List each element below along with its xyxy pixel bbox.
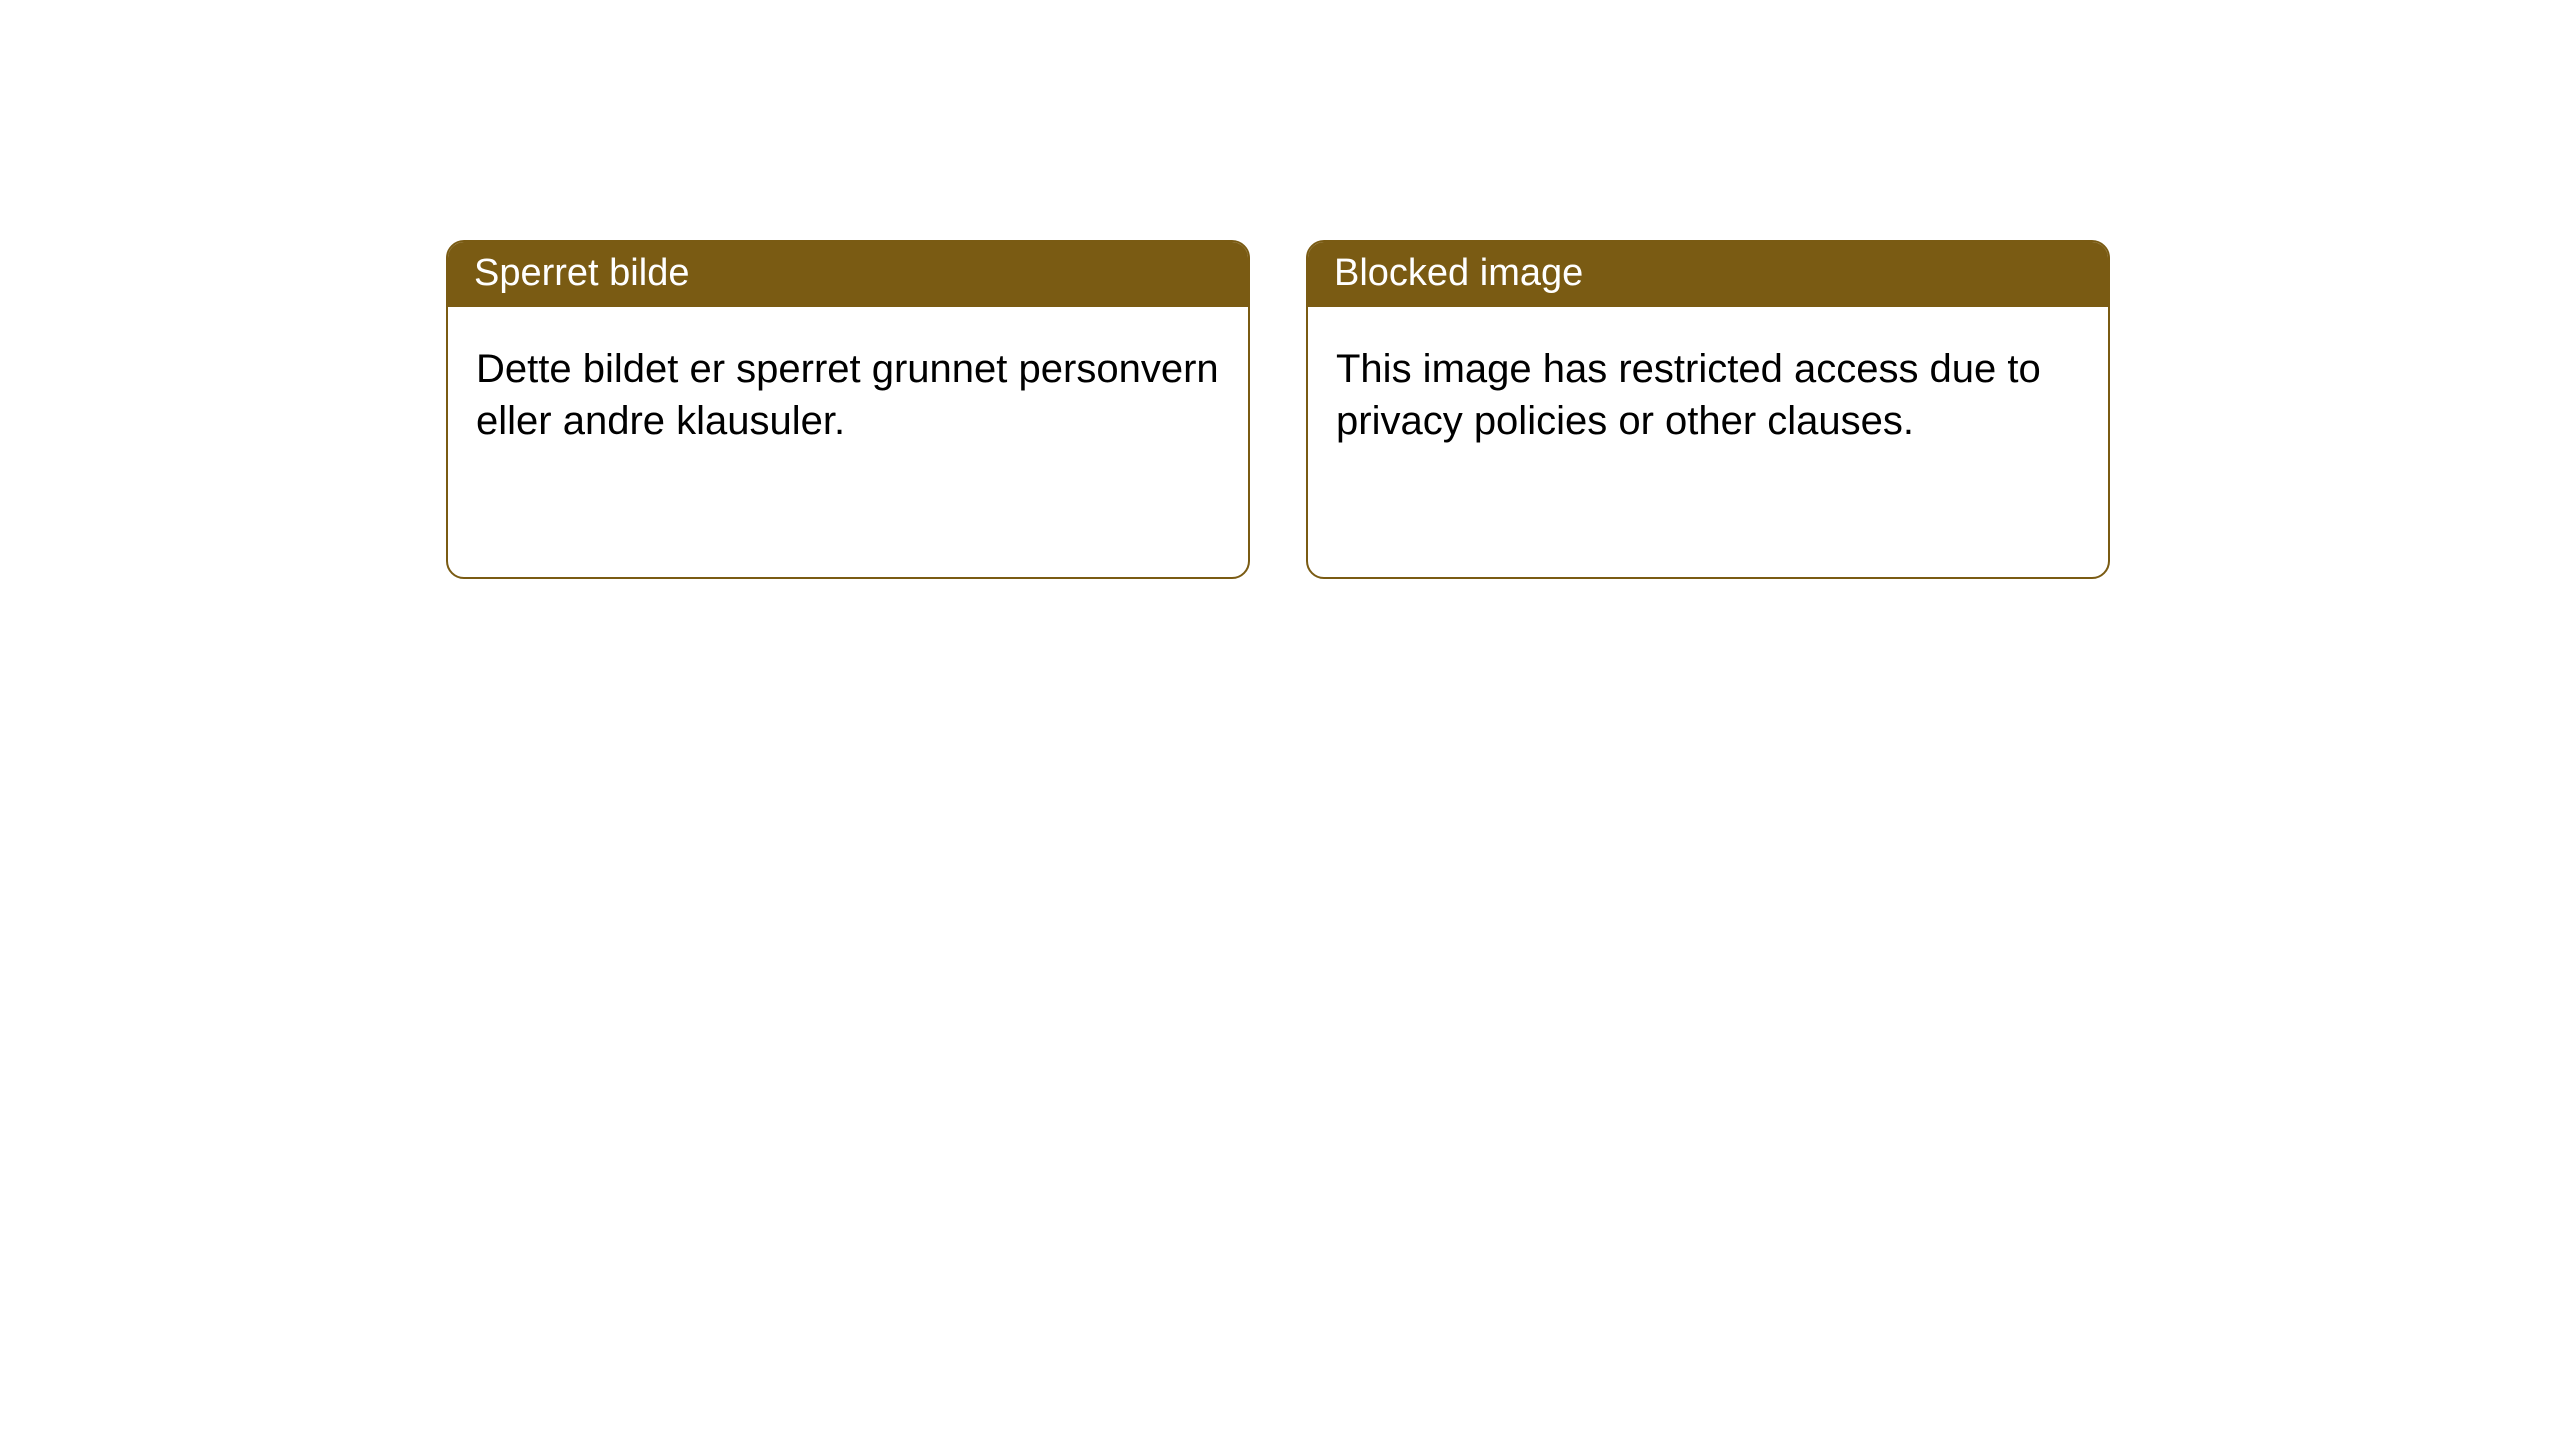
card-header: Sperret bilde: [448, 242, 1248, 307]
notice-card-norwegian: Sperret bilde Dette bildet er sperret gr…: [446, 240, 1250, 579]
notice-card-container: Sperret bilde Dette bildet er sperret gr…: [0, 0, 2560, 579]
card-body: Dette bildet er sperret grunnet personve…: [448, 307, 1248, 577]
notice-card-english: Blocked image This image has restricted …: [1306, 240, 2110, 579]
card-body-text: Dette bildet er sperret grunnet personve…: [476, 347, 1219, 443]
card-body: This image has restricted access due to …: [1308, 307, 2108, 577]
card-title: Blocked image: [1334, 252, 1583, 294]
card-header: Blocked image: [1308, 242, 2108, 307]
card-title: Sperret bilde: [474, 252, 689, 294]
card-body-text: This image has restricted access due to …: [1336, 347, 2041, 443]
